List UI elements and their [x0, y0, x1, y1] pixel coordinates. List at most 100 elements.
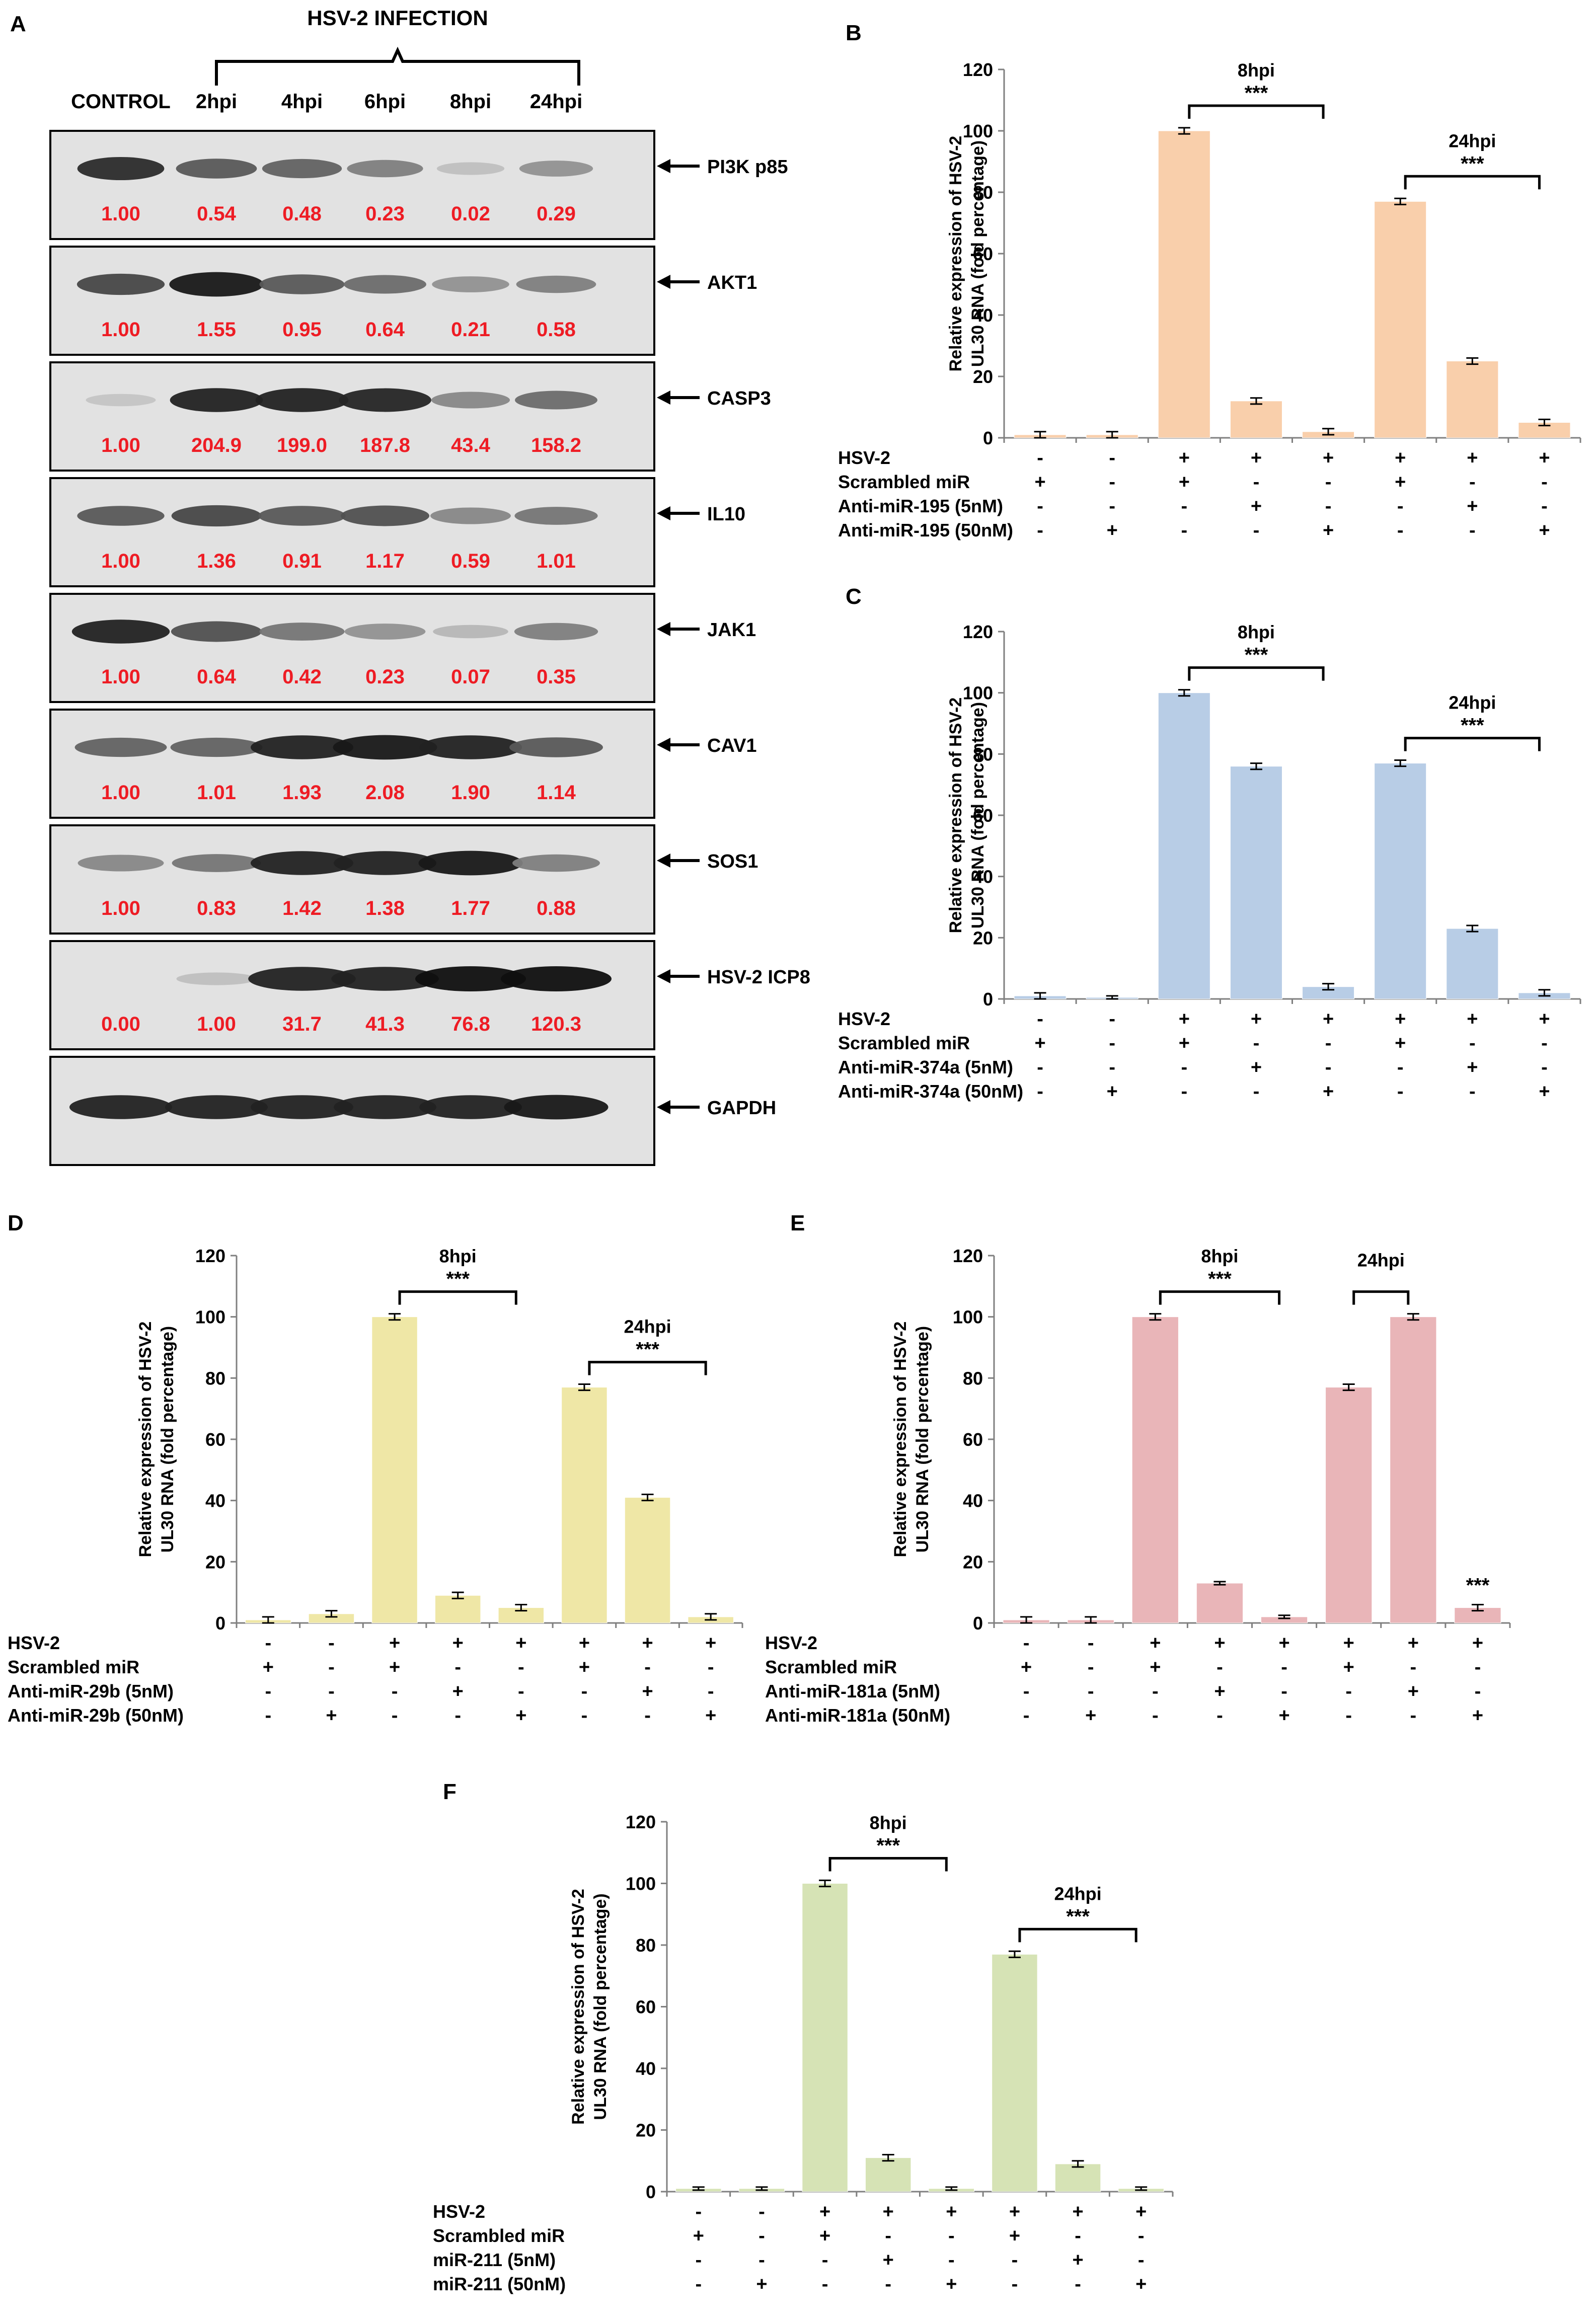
protein-band	[165, 1095, 268, 1119]
lane-label-control: CONTROL	[71, 91, 171, 113]
panel-b-chart: B 0 20 40 60 80 100 120 Relative expression of H…	[838, 21, 1581, 541]
condition-sign: +	[642, 1681, 653, 1702]
arrow-head-icon	[657, 622, 670, 636]
condition-sign: +	[1467, 447, 1478, 469]
protein-band	[258, 506, 346, 526]
condition-sign: -	[454, 1657, 461, 1678]
significance-stars: ***	[1461, 715, 1484, 737]
significance-stars: ***	[1245, 644, 1268, 666]
bar	[434, 1595, 481, 1623]
protein-band	[78, 855, 164, 872]
protein-band	[339, 388, 431, 412]
lane-label-8hpi: 8hpi	[450, 91, 491, 113]
condition-sign: -	[1541, 1033, 1548, 1054]
significance-stars: ***	[1245, 82, 1268, 104]
y-tick-label: 80	[963, 1368, 983, 1388]
timepoint-label: 8hpi	[1201, 1246, 1238, 1267]
y-tick-label: 60	[636, 1997, 656, 2018]
condition-sign: -	[1345, 1681, 1352, 1702]
infection-bracket	[215, 46, 580, 86]
blot-row-0: 1.00 0.54 0.48 0.23 0.02 0.29 PI3K p85	[49, 130, 788, 240]
condition-sign: -	[1037, 1057, 1043, 1078]
protein-band	[347, 160, 423, 178]
condition-sign: +	[1085, 1705, 1096, 1726]
condition-sign: -	[328, 1681, 335, 1702]
band-quantification: 0.88	[537, 897, 576, 919]
protein-band	[334, 1095, 436, 1119]
significance-bracket	[1018, 1927, 1137, 1943]
bar	[1446, 928, 1499, 999]
y-axis-title-line: UL30 RNA (fold percentage)	[913, 1326, 932, 1553]
arrow-head-icon	[657, 275, 670, 289]
condition-sign: -	[1397, 1057, 1404, 1078]
blot-membrane	[49, 593, 655, 703]
protein-band	[259, 274, 345, 294]
condition-sign: +	[1408, 1681, 1419, 1702]
condition-sign: -	[1088, 1633, 1094, 1654]
protein-band	[344, 275, 426, 294]
condition-sign: -	[1109, 1033, 1115, 1054]
condition-sign: +	[1034, 1033, 1045, 1054]
y-axis-title-line: UL30 RNA (fold percentage)	[158, 1326, 177, 1553]
protein-band	[509, 737, 603, 757]
lane-label-4hpi: 4hpi	[281, 91, 323, 113]
y-axis-title-line: Relative expression of HSV-2	[891, 1322, 910, 1558]
y-axis-title: Relative expression of HSV-2 UL30 RNA (fo…	[569, 1889, 610, 2125]
protein-band	[419, 1095, 522, 1119]
protein-band	[171, 505, 262, 527]
y-tick-label: 60	[973, 244, 993, 264]
y-tick-label: 100	[195, 1307, 225, 1328]
blot-membrane	[49, 130, 655, 240]
condition-sign: -	[1181, 1081, 1187, 1102]
blot-protein-label: SOS1	[707, 851, 758, 872]
panel-a-western-blots: A HSV-2 INFECTION CONTROL 2hpi 4hpi 6hpi 8hp…	[10, 6, 810, 1166]
condition-sign: -	[758, 2201, 765, 2222]
y-tick-label: 80	[636, 1935, 656, 1956]
bar	[865, 2157, 911, 2192]
band-quantification: 1.14	[537, 782, 576, 804]
y-tick-label: 120	[953, 1246, 983, 1266]
panel-label: B	[846, 21, 862, 45]
condition-sign: +	[1467, 1057, 1478, 1078]
band-quantification: 1.01	[537, 550, 576, 572]
condition-sign: +	[1251, 447, 1262, 469]
y-tick-label: 100	[963, 121, 993, 141]
condition-sign: -	[1012, 2250, 1018, 2271]
protein-band	[501, 966, 612, 991]
condition-sign: +	[1135, 2274, 1147, 2295]
blot-row-8: GAPDH	[49, 1056, 776, 1166]
condition-sign: -	[265, 1681, 271, 1702]
condition-label: Scrambled miR	[765, 1657, 897, 1677]
band-quantification: 187.8	[360, 434, 410, 456]
condition-sign: +	[452, 1681, 464, 1702]
protein-band	[430, 507, 511, 524]
band-quantification: 1.77	[451, 897, 490, 919]
protein-band	[74, 737, 167, 757]
condition-sign: -	[1345, 1705, 1352, 1726]
protein-band	[251, 851, 353, 875]
y-tick-label: 0	[646, 2182, 656, 2202]
band-quantification: 1.00	[101, 319, 140, 341]
condition-label: Anti-miR-374a (5nM)	[838, 1057, 1013, 1077]
condition-label: Scrambled miR	[433, 2225, 565, 2246]
band-quantification: 1.00	[197, 1013, 236, 1035]
y-tick-label: 20	[973, 366, 993, 387]
bar	[1054, 2163, 1101, 2192]
band-quantification: 1.00	[101, 203, 140, 225]
condition-sign: -	[1253, 472, 1260, 493]
band-quantification: 1.38	[365, 897, 405, 919]
condition-sign: -	[1138, 2225, 1145, 2246]
protein-band	[262, 159, 342, 179]
condition-sign: -	[1023, 1633, 1030, 1654]
condition-sign: +	[819, 2225, 830, 2246]
timepoint-label: 8hpi	[1238, 60, 1275, 81]
significance-bracket	[1404, 737, 1541, 751]
condition-sign: -	[328, 1633, 335, 1654]
condition-sign: -	[1109, 1009, 1115, 1030]
arrow-head-icon	[657, 738, 670, 752]
band-quantification: 1.00	[101, 782, 140, 804]
condition-sign: -	[1325, 1057, 1332, 1078]
condition-sign: -	[695, 2201, 702, 2222]
band-quantification: 43.4	[451, 434, 491, 456]
band-quantification: 0.48	[282, 203, 322, 225]
